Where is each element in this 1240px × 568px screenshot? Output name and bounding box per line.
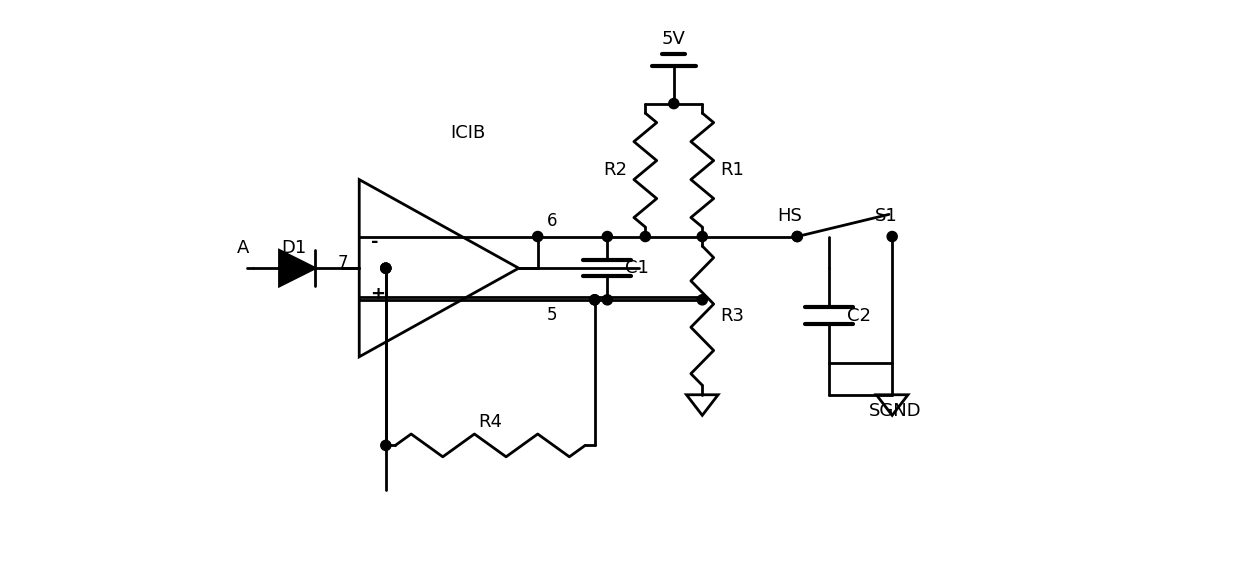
Circle shape <box>697 232 707 241</box>
Text: 6: 6 <box>547 212 558 230</box>
Text: 7: 7 <box>337 254 348 272</box>
Text: +: + <box>371 285 386 303</box>
Circle shape <box>668 99 678 108</box>
Circle shape <box>603 295 613 305</box>
Text: R4: R4 <box>479 414 502 432</box>
Circle shape <box>589 295 600 305</box>
Circle shape <box>887 232 898 241</box>
Text: R2: R2 <box>604 161 627 179</box>
Text: C2: C2 <box>847 307 870 325</box>
Circle shape <box>381 440 391 450</box>
Circle shape <box>792 232 802 241</box>
Text: R1: R1 <box>720 161 744 179</box>
Circle shape <box>381 263 391 273</box>
Text: -: - <box>371 233 378 251</box>
Circle shape <box>589 295 600 305</box>
Circle shape <box>533 232 543 241</box>
Circle shape <box>640 232 651 241</box>
Polygon shape <box>279 250 315 286</box>
Text: D1: D1 <box>281 239 306 257</box>
Text: ICIB: ICIB <box>450 124 486 141</box>
Text: SGND: SGND <box>869 402 921 420</box>
Circle shape <box>697 295 707 305</box>
Circle shape <box>381 263 391 273</box>
Text: R3: R3 <box>720 307 744 325</box>
Circle shape <box>381 263 391 273</box>
Circle shape <box>603 232 613 241</box>
Text: 5V: 5V <box>662 30 686 48</box>
Text: 5: 5 <box>547 306 558 324</box>
Text: S1: S1 <box>874 207 898 225</box>
Text: A: A <box>237 239 249 257</box>
Circle shape <box>792 232 802 241</box>
Text: HS: HS <box>777 207 802 225</box>
Text: C1: C1 <box>625 259 649 277</box>
